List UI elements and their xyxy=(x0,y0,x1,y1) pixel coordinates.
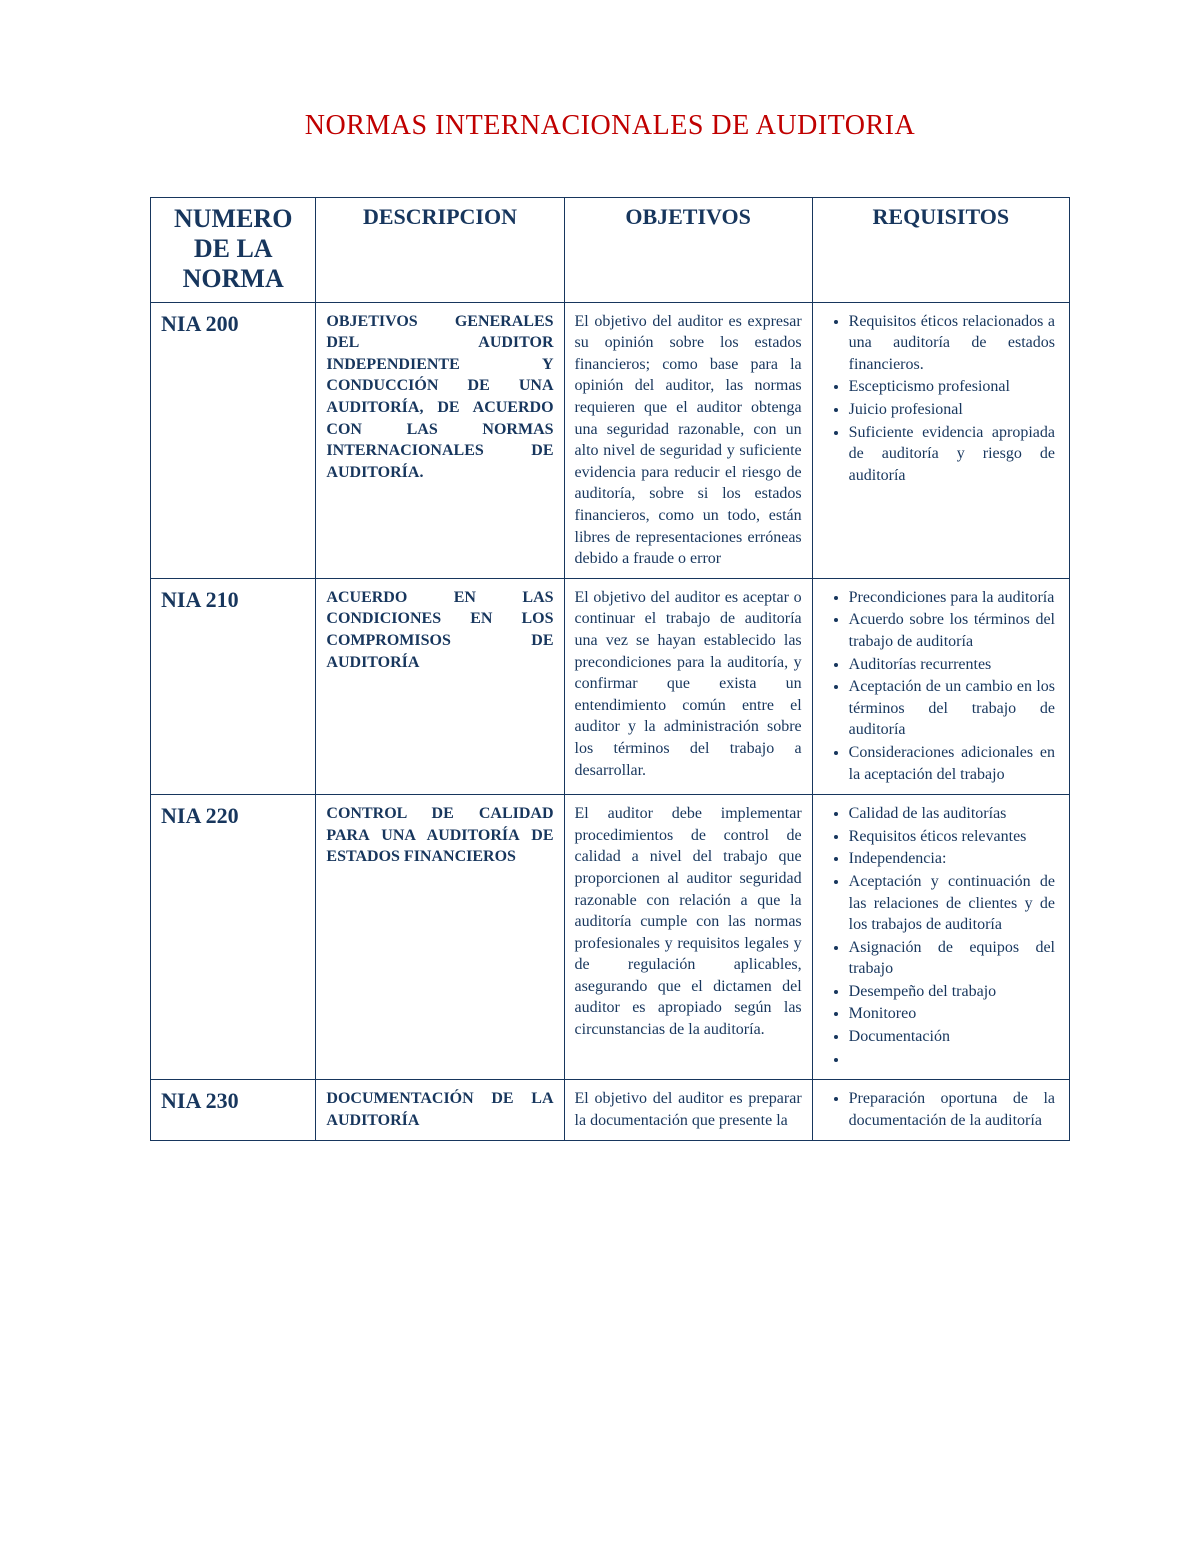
cell-descripcion: CONTROL DE CALIDAD PARA UNA AUDITORÍA DE… xyxy=(316,795,564,1080)
requisito-item: Preparación oportuna de la documentación… xyxy=(849,1088,1059,1131)
requisito-item: Consideraciones adicionales en la acepta… xyxy=(849,742,1059,785)
document-title: NORMAS INTERNACIONALES DE AUDITORIA xyxy=(150,110,1070,142)
col-header-objetivos: OBJETIVOS xyxy=(564,198,812,303)
requisitos-list: Calidad de las auditoríasRequisitos étic… xyxy=(821,803,1059,1070)
requisitos-list: Preparación oportuna de la documentación… xyxy=(821,1088,1059,1131)
requisito-item: Desempeño del trabajo xyxy=(849,981,1059,1003)
cell-requisitos: Preparación oportuna de la documentación… xyxy=(812,1080,1069,1141)
requisito-item: Requisitos éticos relevantes xyxy=(849,826,1059,848)
requisito-item: Monitoreo xyxy=(849,1003,1059,1025)
cell-objetivos: El auditor debe implementar procedimient… xyxy=(564,795,812,1080)
requisito-item: Aceptación de un cambio en los términos … xyxy=(849,676,1059,741)
table-row: NIA 200OBJETIVOS GENERALES DEL AUDITOR I… xyxy=(151,302,1070,578)
cell-objetivos: El objetivo del auditor es preparar la d… xyxy=(564,1080,812,1141)
cell-numero: NIA 220 xyxy=(151,795,316,1080)
cell-requisitos: Precondiciones para la auditoríaAcuerdo … xyxy=(812,578,1069,794)
requisitos-list: Requisitos éticos relacionados a una aud… xyxy=(821,311,1059,487)
cell-descripcion: OBJETIVOS GENERALES DEL AUDITOR INDEPEND… xyxy=(316,302,564,578)
requisito-item: Auditorías recurrentes xyxy=(849,654,1059,676)
requisito-item: Escepticismo profesional xyxy=(849,376,1059,398)
cell-numero: NIA 210 xyxy=(151,578,316,794)
requisito-item: Calidad de las auditorías xyxy=(849,803,1059,825)
requisito-item: Precondiciones para la auditoría xyxy=(849,587,1059,609)
table-body: NIA 200OBJETIVOS GENERALES DEL AUDITOR I… xyxy=(151,302,1070,1141)
cell-descripcion: DOCUMENTACIÓN DE LA AUDITORÍA xyxy=(316,1080,564,1141)
requisito-item: Acuerdo sobre los términos del trabajo d… xyxy=(849,609,1059,652)
requisito-item: Aceptación y continuación de las relacio… xyxy=(849,871,1059,936)
requisito-item: Suficiente evidencia apropiada de audito… xyxy=(849,422,1059,487)
requisito-item: Documentación xyxy=(849,1026,1059,1048)
col-header-descripcion: DESCRIPCION xyxy=(316,198,564,303)
table-row: NIA 220CONTROL DE CALIDAD PARA UNA AUDIT… xyxy=(151,795,1070,1080)
requisito-item: Asignación de equipos del trabajo xyxy=(849,937,1059,980)
col-header-numero: NUMERO DE LA NORMA xyxy=(151,198,316,303)
requisito-item xyxy=(849,1049,1059,1071)
normas-table: NUMERO DE LA NORMA DESCRIPCION OBJETIVOS… xyxy=(150,197,1070,1141)
table-row: NIA 230DOCUMENTACIÓN DE LA AUDITORÍAEl o… xyxy=(151,1080,1070,1141)
cell-requisitos: Calidad de las auditoríasRequisitos étic… xyxy=(812,795,1069,1080)
cell-objetivos: El objetivo del auditor es aceptar o con… xyxy=(564,578,812,794)
cell-descripcion: ACUERDO EN LAS CONDICIONES EN LOS COMPRO… xyxy=(316,578,564,794)
cell-objetivos: El objetivo del auditor es expresar su o… xyxy=(564,302,812,578)
cell-requisitos: Requisitos éticos relacionados a una aud… xyxy=(812,302,1069,578)
cell-numero: NIA 200 xyxy=(151,302,316,578)
col-header-requisitos: REQUISITOS xyxy=(812,198,1069,303)
requisito-item: Juicio profesional xyxy=(849,399,1059,421)
requisitos-list: Precondiciones para la auditoríaAcuerdo … xyxy=(821,587,1059,785)
requisito-item: Requisitos éticos relacionados a una aud… xyxy=(849,311,1059,376)
cell-numero: NIA 230 xyxy=(151,1080,316,1141)
requisito-item: Independencia: xyxy=(849,848,1059,870)
table-header-row: NUMERO DE LA NORMA DESCRIPCION OBJETIVOS… xyxy=(151,198,1070,303)
document-page: NORMAS INTERNACIONALES DE AUDITORIA NUME… xyxy=(0,0,1200,1141)
table-row: NIA 210ACUERDO EN LAS CONDICIONES EN LOS… xyxy=(151,578,1070,794)
